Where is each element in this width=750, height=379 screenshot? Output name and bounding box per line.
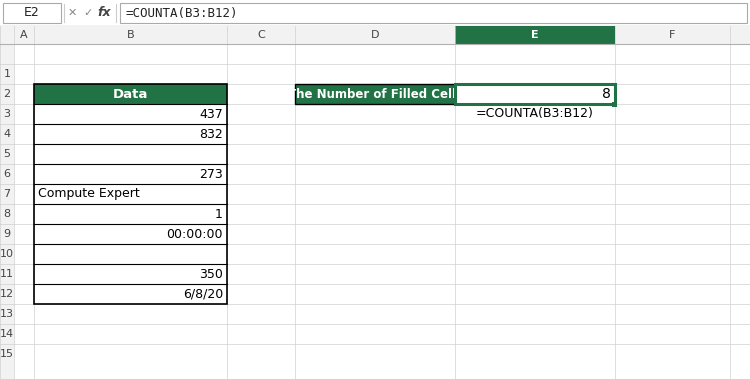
Text: fx: fx [98, 6, 111, 19]
Text: 5: 5 [4, 149, 10, 159]
Text: B: B [127, 30, 134, 40]
Text: 13: 13 [0, 309, 14, 319]
Text: =COUNTA(B3:B12): =COUNTA(B3:B12) [476, 108, 594, 121]
Bar [455, 26, 615, 44]
Text: 14: 14 [0, 329, 14, 339]
Bar [0, 26, 750, 44]
Bar [0, 26, 14, 379]
Text: Compute Expert: Compute Expert [38, 188, 140, 200]
Bar [611, 102, 616, 106]
Bar [34, 84, 227, 104]
Text: 437: 437 [200, 108, 223, 121]
Text: 2: 2 [4, 89, 10, 99]
Text: 3: 3 [4, 109, 10, 119]
Text: Data: Data [112, 88, 148, 100]
Text: 6: 6 [4, 169, 10, 179]
Bar [34, 84, 227, 304]
Text: A: A [20, 30, 28, 40]
Text: 7: 7 [4, 189, 10, 199]
Text: E: E [531, 30, 538, 40]
Text: 00:00:00: 00:00:00 [166, 227, 223, 241]
Bar [120, 3, 747, 23]
Text: 10: 10 [0, 249, 14, 259]
Text: 273: 273 [200, 168, 223, 180]
Bar [455, 84, 615, 104]
Text: E2: E2 [24, 6, 40, 19]
Text: ✓: ✓ [83, 8, 93, 18]
Text: 8: 8 [4, 209, 10, 219]
Text: 350: 350 [200, 268, 223, 280]
Text: 15: 15 [0, 349, 14, 359]
Text: 9: 9 [4, 229, 10, 239]
Text: 1: 1 [4, 69, 10, 79]
Bar [3, 3, 61, 23]
Text: The Number of Filled Cells: The Number of Filled Cells [287, 88, 463, 100]
Text: 8: 8 [602, 87, 611, 101]
Text: 12: 12 [0, 289, 14, 299]
Text: 4: 4 [4, 129, 10, 139]
Text: 1: 1 [215, 207, 223, 221]
Text: ✕: ✕ [68, 8, 76, 18]
Bar [295, 84, 455, 104]
Text: F: F [669, 30, 676, 40]
Text: 832: 832 [200, 127, 223, 141]
Text: =COUNTA(B3:B12): =COUNTA(B3:B12) [125, 6, 238, 19]
Text: 11: 11 [0, 269, 14, 279]
Text: 6/8/20: 6/8/20 [183, 288, 223, 301]
Text: D: D [370, 30, 380, 40]
Text: C: C [257, 30, 265, 40]
